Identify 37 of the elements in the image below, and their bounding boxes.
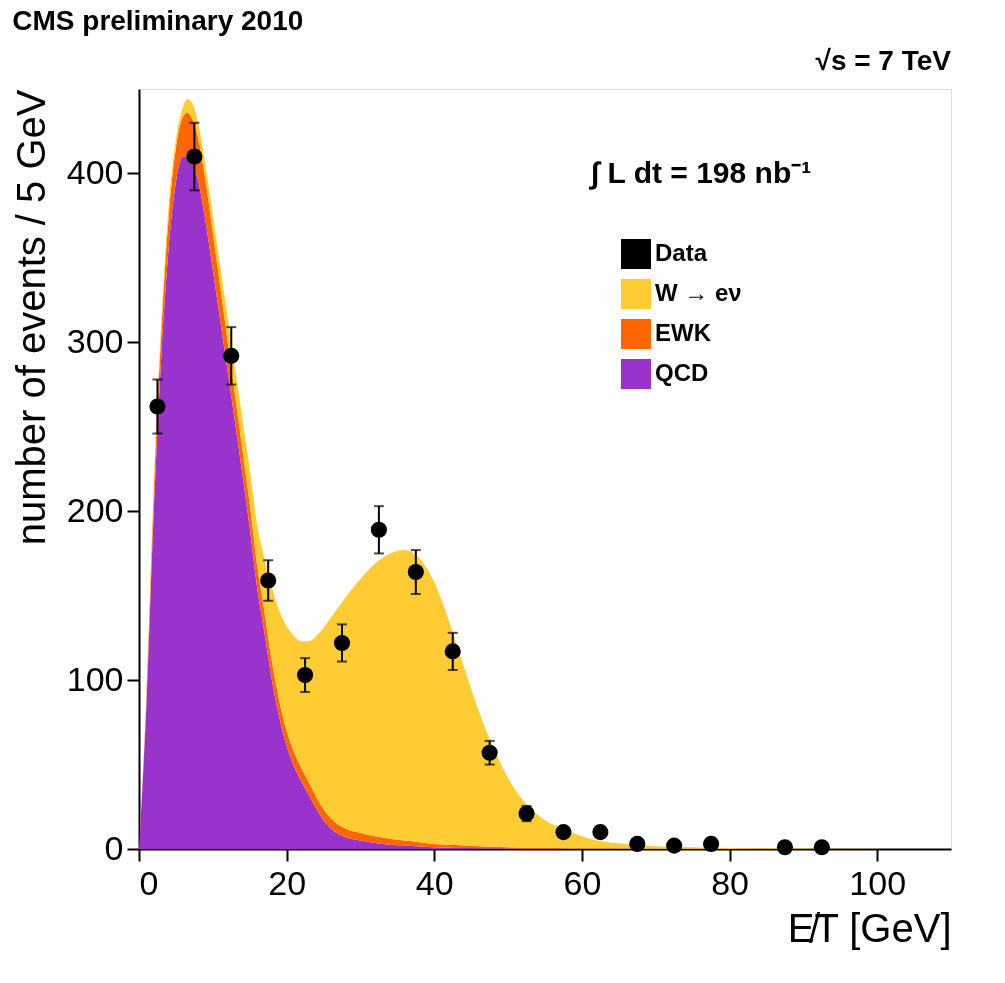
point bbox=[186, 148, 203, 165]
x-tick-label: 40 bbox=[415, 863, 454, 902]
y-tick-label: 200 bbox=[66, 490, 124, 529]
x-axis-title: E̸T [GeV] bbox=[787, 905, 952, 950]
legend-label: W → eν bbox=[655, 279, 742, 306]
y-axis-title: number of events / 5 GeV bbox=[8, 89, 53, 546]
point bbox=[592, 824, 609, 841]
point bbox=[260, 572, 277, 589]
point bbox=[333, 634, 351, 651]
point bbox=[223, 347, 240, 364]
x-tick-label: 100 bbox=[849, 863, 907, 902]
text: √s = 7 TeV bbox=[815, 45, 952, 76]
y-tick-label: 400 bbox=[66, 152, 124, 191]
point bbox=[703, 835, 720, 852]
point bbox=[297, 667, 314, 684]
point bbox=[481, 744, 498, 761]
y-tick-label: 0 bbox=[104, 828, 124, 867]
x-tick-label: 20 bbox=[268, 863, 307, 902]
y-tick-label: 300 bbox=[66, 321, 124, 360]
point bbox=[444, 643, 461, 660]
annotation: ∫ L dt = 198 nb⁻¹ bbox=[589, 156, 812, 190]
x-tick-label: 60 bbox=[563, 863, 602, 902]
x-tick-label: 0 bbox=[139, 863, 159, 902]
point bbox=[555, 824, 572, 841]
point bbox=[149, 398, 166, 415]
legend-label: EWK bbox=[655, 319, 712, 346]
point bbox=[776, 839, 793, 856]
y-tick-label: 100 bbox=[66, 659, 124, 698]
chart-title: CMS preliminary 2010 bbox=[12, 5, 304, 36]
legend-label: Data bbox=[655, 239, 708, 266]
point bbox=[370, 521, 387, 538]
point bbox=[407, 563, 424, 581]
point bbox=[813, 839, 830, 856]
legend-label: QCD bbox=[655, 359, 709, 386]
point bbox=[666, 837, 683, 854]
x-tick-label: 80 bbox=[711, 863, 749, 902]
point bbox=[629, 835, 646, 852]
